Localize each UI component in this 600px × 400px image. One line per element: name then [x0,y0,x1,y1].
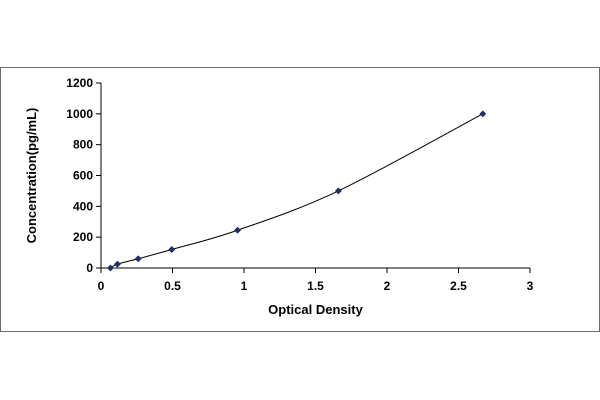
y-tick-label: 0 [86,261,93,275]
x-tick-label: 0 [98,279,105,293]
x-tick-label: 0.5 [164,279,181,293]
x-tick-label: 1 [241,279,248,293]
data-point-marker [334,187,342,195]
x-tick-label: 1.5 [307,279,324,293]
data-point-marker [234,226,242,234]
chart-frame [0,67,600,332]
data-point-marker [134,255,142,263]
axes: 0 0.5 1 1.5 2 2.5 3 0 200 400 600 800 1000 1200 [66,76,533,293]
y-tick-label: 1000 [66,107,93,121]
y-tick-label: 800 [73,138,93,152]
x-tick-label: 2.5 [450,279,467,293]
data-point-marker [479,110,487,118]
y-tick-label: 400 [73,199,93,213]
x-axis-title: Optical Density [268,302,363,317]
y-tick-label: 1200 [66,76,93,90]
data-point-marker [106,264,114,272]
y-axis-title: Concentration(pg/mL) [24,108,39,244]
data-point-marker [113,260,121,268]
y-tick-label: 600 [73,169,93,183]
x-tick-label: 3 [527,279,534,293]
y-tick-label: 200 [73,230,93,244]
standard-curve-line [110,113,484,269]
data-points [106,110,487,272]
x-tick-label: 2 [384,279,391,293]
data-point-marker [168,245,176,254]
